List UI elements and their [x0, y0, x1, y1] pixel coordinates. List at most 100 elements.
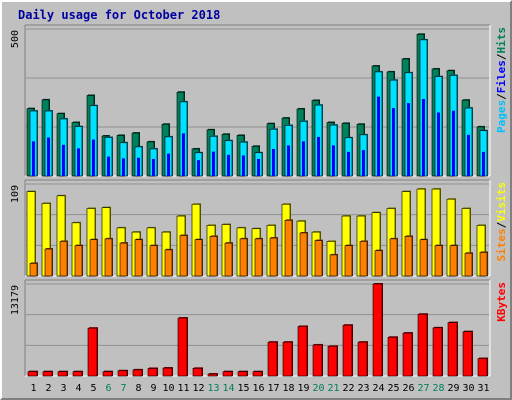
bar-kbytes	[297, 325, 308, 377]
bar-sites	[419, 238, 428, 277]
day-label: 30	[462, 383, 474, 394]
bar-sites	[194, 238, 203, 277]
bar-pages	[182, 133, 185, 176]
day-label: 13	[207, 383, 219, 394]
bar-pages	[332, 145, 335, 176]
bar-pages	[212, 151, 215, 176]
bar-kbytes	[447, 321, 458, 377]
bar-kbytes	[387, 336, 398, 377]
day-label: 26	[402, 383, 414, 394]
bar-kbytes	[102, 370, 113, 377]
bar-pages	[62, 144, 65, 176]
bar-pages	[197, 160, 200, 176]
day-label: 1	[30, 383, 36, 394]
legend-entry-kbytes: KBytes	[495, 282, 508, 322]
bar-sites	[74, 244, 83, 277]
day-label: 2	[45, 383, 51, 394]
day-label: 3	[60, 383, 66, 394]
chart-title: Daily usage for October 2018	[18, 8, 220, 22]
day-label: 12	[192, 383, 204, 394]
bar-sites	[479, 251, 488, 277]
bar-kbytes	[117, 369, 128, 377]
day-label: 7	[120, 383, 126, 394]
day-label: 16	[252, 383, 264, 394]
bar-kbytes	[162, 367, 173, 377]
bar-sites	[179, 234, 188, 277]
day-label: 23	[357, 383, 369, 394]
bar-pages	[362, 150, 365, 176]
bar-pages	[227, 154, 230, 176]
day-label: 9	[150, 383, 156, 394]
bar-kbytes	[372, 283, 383, 377]
bar-sites	[464, 252, 473, 277]
bar-kbytes	[342, 324, 353, 377]
bar-sites	[284, 219, 293, 277]
day-label: 31	[477, 383, 489, 394]
bar-pages	[92, 139, 95, 176]
bar-sites	[374, 249, 383, 277]
bar-sites	[104, 237, 113, 277]
day-label: 8	[135, 383, 141, 394]
bar-pages	[77, 148, 80, 176]
bar-kbytes	[132, 368, 143, 377]
bar-pages	[287, 145, 290, 176]
bar-pages	[347, 151, 350, 176]
bar-sites	[134, 238, 143, 277]
day-label: 5	[90, 383, 96, 394]
bar-kbytes	[42, 370, 53, 377]
bar-sites	[329, 253, 338, 277]
bar-sites	[449, 244, 458, 277]
bar-pages	[137, 157, 140, 176]
bar-pages	[467, 134, 470, 176]
max-label-hits-files-pages: 500	[10, 30, 21, 48]
day-label: 21	[327, 383, 339, 394]
bar-pages	[272, 148, 275, 176]
bar-kbytes	[57, 370, 68, 377]
bar-pages	[317, 136, 320, 176]
bar-kbytes	[147, 367, 158, 377]
bar-sites	[209, 235, 218, 277]
day-label: 19	[297, 383, 309, 394]
day-label: 4	[75, 383, 81, 394]
bar-kbytes	[267, 341, 278, 377]
bar-pages	[392, 108, 395, 176]
bar-kbytes	[477, 357, 488, 377]
bar-pages	[107, 156, 110, 176]
bar-kbytes	[357, 341, 368, 377]
bar-kbytes	[432, 326, 443, 377]
bar-kbytes	[237, 370, 248, 377]
legend-entry-sites: Sites	[495, 228, 508, 261]
day-label: 15	[237, 383, 249, 394]
bar-pages	[422, 98, 425, 176]
bar-pages	[482, 151, 485, 176]
legend-kbytes: KBytes	[495, 282, 508, 322]
max-label-kbytes: 13179	[10, 285, 21, 315]
bar-pages	[407, 103, 410, 176]
bar-pages	[302, 141, 305, 176]
bar-sites	[89, 238, 98, 277]
bar-kbytes	[27, 370, 38, 377]
bar-pages	[152, 158, 155, 176]
bar-pages	[167, 153, 170, 176]
legend-entry-files: Files	[495, 60, 508, 93]
bar-pages	[242, 155, 245, 176]
bar-sites	[359, 240, 368, 277]
bar-sites	[224, 242, 233, 277]
bar-sites	[344, 244, 353, 277]
bar-kbytes	[177, 317, 188, 377]
bar-sites	[149, 244, 158, 277]
bar-sites	[59, 240, 68, 277]
bar-pages	[257, 158, 260, 176]
day-label: 29	[447, 383, 459, 394]
bar-pages	[122, 158, 125, 176]
legend-entry-hits: Hits	[495, 27, 508, 54]
bar-sites	[119, 242, 128, 277]
bar-pages	[437, 112, 440, 176]
bar-kbytes	[312, 343, 323, 377]
bar-sites	[314, 239, 323, 277]
bar-sites	[44, 247, 53, 277]
bar-kbytes	[192, 367, 203, 377]
bar-pages	[377, 96, 380, 176]
max-label-visits-sites: 109	[10, 185, 21, 203]
